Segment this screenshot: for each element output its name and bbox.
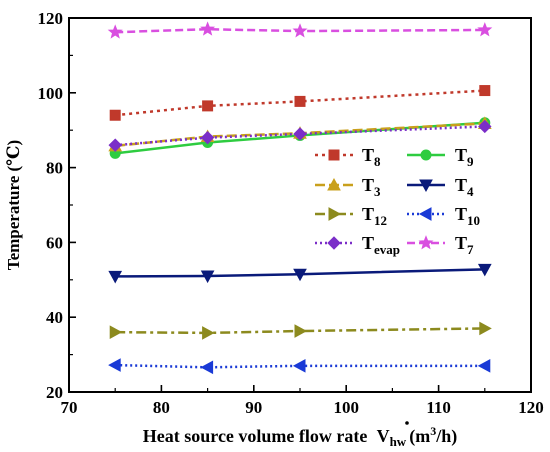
x-axis-label: Heat source volume flow rate Vhw (m3/h) [143,424,457,449]
x-tick-label-1: 80 [153,398,170,417]
x-tick-label-2: 90 [245,398,262,417]
point-t8-3 [479,85,491,97]
point-t7-3 [477,22,493,37]
series-line-t4 [115,268,485,278]
legend-entry-t9: T9 [407,145,474,169]
y-axis-label: Temperature (℃) [4,140,23,270]
point-t7-1 [200,21,216,36]
point-t4-1 [200,270,215,284]
legend-marker-t4 [419,179,433,193]
point-t12-2 [294,324,308,338]
point-t12-1 [202,326,215,340]
point-t8-0 [109,109,121,121]
legend-marker-t10 [418,207,432,221]
point-t10-2 [292,358,306,373]
point-tevap-2 [293,127,307,141]
legend-label-t12: T12 [362,204,387,228]
x-axis-label-symbol: V [377,426,390,446]
x-tick-label-5: 120 [518,398,544,417]
series-line-tevap [115,125,485,147]
series-line-t10 [115,363,485,369]
x-axis-label-unit-open: (m [409,426,430,447]
series-t12 [109,321,492,340]
series-t10 [108,358,491,375]
legend-marker-t3 [327,177,341,191]
x-tick-label-3: 100 [333,398,359,417]
series-line-t12 [115,327,485,335]
point-t8-1 [202,100,214,112]
x-tick-label-4: 110 [426,398,451,417]
x-axis-label-symbol-sub: hw [390,434,407,449]
y-tick-label-4: 100 [38,84,64,103]
legend-label-t8: T8 [362,145,381,169]
y-tick-label-1: 40 [46,308,63,327]
legend-entry-t3: T3 [315,175,381,199]
series-tevap [108,119,492,152]
legend-entry-t7: T7 [407,233,474,257]
point-t10-0 [108,358,121,372]
legend-entry-t10: T10 [407,204,480,228]
point-t4-0 [108,270,123,284]
y-tick-label-5: 120 [38,9,64,28]
y-tick-label-0: 20 [46,383,63,402]
point-tevap-1 [200,130,215,145]
series-line-t7 [115,27,485,34]
y-tick-label-2: 60 [46,233,63,252]
legend-entry-t12: T12 [315,204,387,228]
legend-entry-t8: T8 [315,145,381,169]
x-axis-label-dot-icon [405,421,409,425]
legend-label-t4: T4 [455,175,474,199]
point-t4-3 [477,263,492,277]
point-tevap-3 [478,119,492,134]
point-t8-2 [294,95,306,107]
point-t7-0 [107,24,123,39]
point-t4-2 [293,268,307,282]
point-tevap-0 [108,138,122,152]
legend-entry-tevap: Tevap [315,233,400,257]
legend: T8 T9 T3 T4 T12 T10 Tevap T7 [315,145,480,257]
x-axis-label-unit-close: /h) [435,426,457,447]
legend-marker-t12 [328,207,342,221]
y-tick-label-3: 80 [46,159,63,178]
legend-label-t7: T7 [455,233,474,257]
point-t10-3 [477,358,491,373]
legend-marker-t7 [418,235,434,250]
legend-marker-tevap [327,236,341,250]
legend-label-t9: T9 [455,145,474,169]
series-layer [107,21,493,375]
point-t12-3 [479,321,492,336]
series-t8 [109,85,491,121]
x-axis-label-text: Heat source volume flow rate [143,426,368,446]
legend-marker-t8 [328,149,340,161]
series-t7 [107,21,493,39]
legend-label-tevap: Tevap [362,233,400,257]
point-t10-1 [200,360,214,375]
axis-ticks: 70 80 90 100 110 120 20 40 60 80 100 120 [38,9,544,417]
x-tick-label-0: 70 [61,398,78,417]
x-axis-label-unit-sup: 3 [430,424,436,438]
legend-label-t10: T10 [455,204,480,228]
legend-label-t3: T3 [362,175,381,199]
series-line-t9 [115,121,485,155]
legend-marker-t9 [420,149,432,161]
series-t4 [108,263,492,284]
legend-entry-t4: T4 [407,175,474,199]
point-t7-2 [292,23,308,38]
point-t12-0 [109,325,123,340]
